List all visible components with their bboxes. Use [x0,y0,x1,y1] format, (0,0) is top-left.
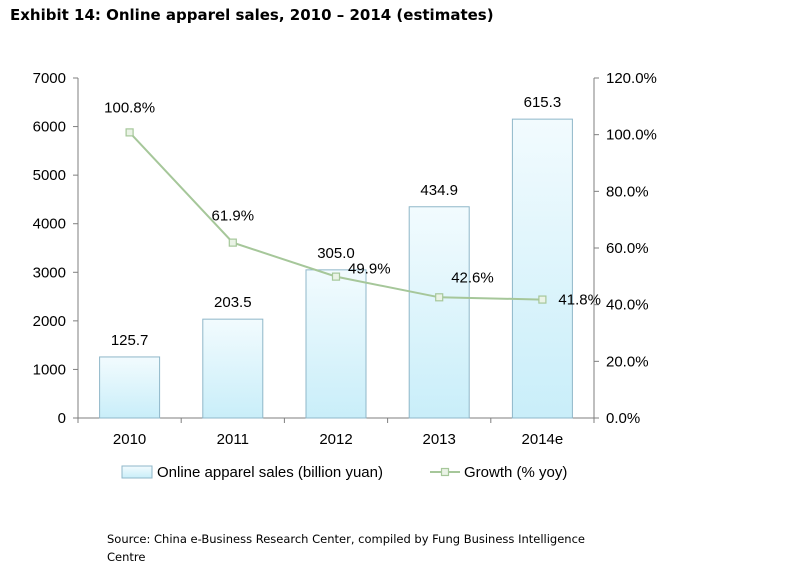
bar-value-label: 434.9 [420,182,458,199]
legend: Online apparel sales (billion yuan) Growt… [121,464,567,481]
bar [99,356,161,419]
left-tick-label: 0 [58,410,66,427]
left-tick-label: 1000 [33,361,66,378]
growth-value-label: 100.8% [104,99,155,116]
bar-series [99,118,573,419]
left-tick-label: 2000 [33,313,66,330]
chart-title: Exhibit 14: Online apparel sales, 2010 –… [10,6,494,24]
legend-marker-growth [440,467,450,477]
growth-point [435,293,444,302]
data-labels: 125.7 203.5 305.0 434.9 615.3 100.8% 61.9% 49.9… [104,94,601,349]
growth-point [228,238,237,247]
bar [511,118,573,419]
growth-line-series [125,128,547,304]
bar-value-label: 125.7 [111,332,149,349]
x-tick-label: 2012 [319,431,352,448]
growth-value-label: 42.6% [451,269,494,286]
x-tick-label: 2013 [423,431,456,448]
x-tick-label: 2010 [113,431,146,448]
x-tick-label: 2014e [522,431,564,448]
right-tick-label: 0.0% [606,410,640,427]
bar-value-label: 305.0 [317,245,355,262]
right-tick-label: 100.0% [606,127,657,144]
right-tick-label: 80.0% [606,183,649,200]
legend-label-growth: Growth (% yoy) [464,464,567,481]
right-tick-label: 20.0% [606,353,649,370]
right-tick-label: 120.0% [606,70,657,87]
bar [408,206,470,419]
left-tick-label: 4000 [33,216,66,233]
legend-label-sales: Online apparel sales (billion yuan) [157,464,383,481]
growth-value-label: 41.8% [558,292,601,309]
source-note: Source: China e-Business Research Center… [107,532,585,564]
right-tick-label: 60.0% [606,240,649,257]
legend-swatch-sales [121,465,153,479]
growth-point [538,295,547,304]
left-tick-label: 7000 [33,70,66,87]
left-tick-label: 5000 [33,167,66,184]
bar [202,318,264,419]
left-tick-label: 3000 [33,264,66,281]
bar-value-label: 203.5 [214,294,252,311]
combo-chart: 0 1000 2000 3000 4000 5000 6000 7000 0.0% 20.0% 40… [33,70,657,481]
growth-point [331,272,341,281]
bar-value-label: 615.3 [524,94,562,111]
growth-point [125,128,134,137]
bar [305,269,367,419]
growth-value-label: 61.9% [212,208,255,225]
x-tick-label: 2011 [217,431,249,448]
left-tick-label: 6000 [33,119,66,136]
right-tick-label: 40.0% [606,297,649,314]
growth-value-label: 49.9% [348,261,391,278]
axes: 0 1000 2000 3000 4000 5000 6000 7000 0.0% 20.0% 40… [33,70,657,448]
